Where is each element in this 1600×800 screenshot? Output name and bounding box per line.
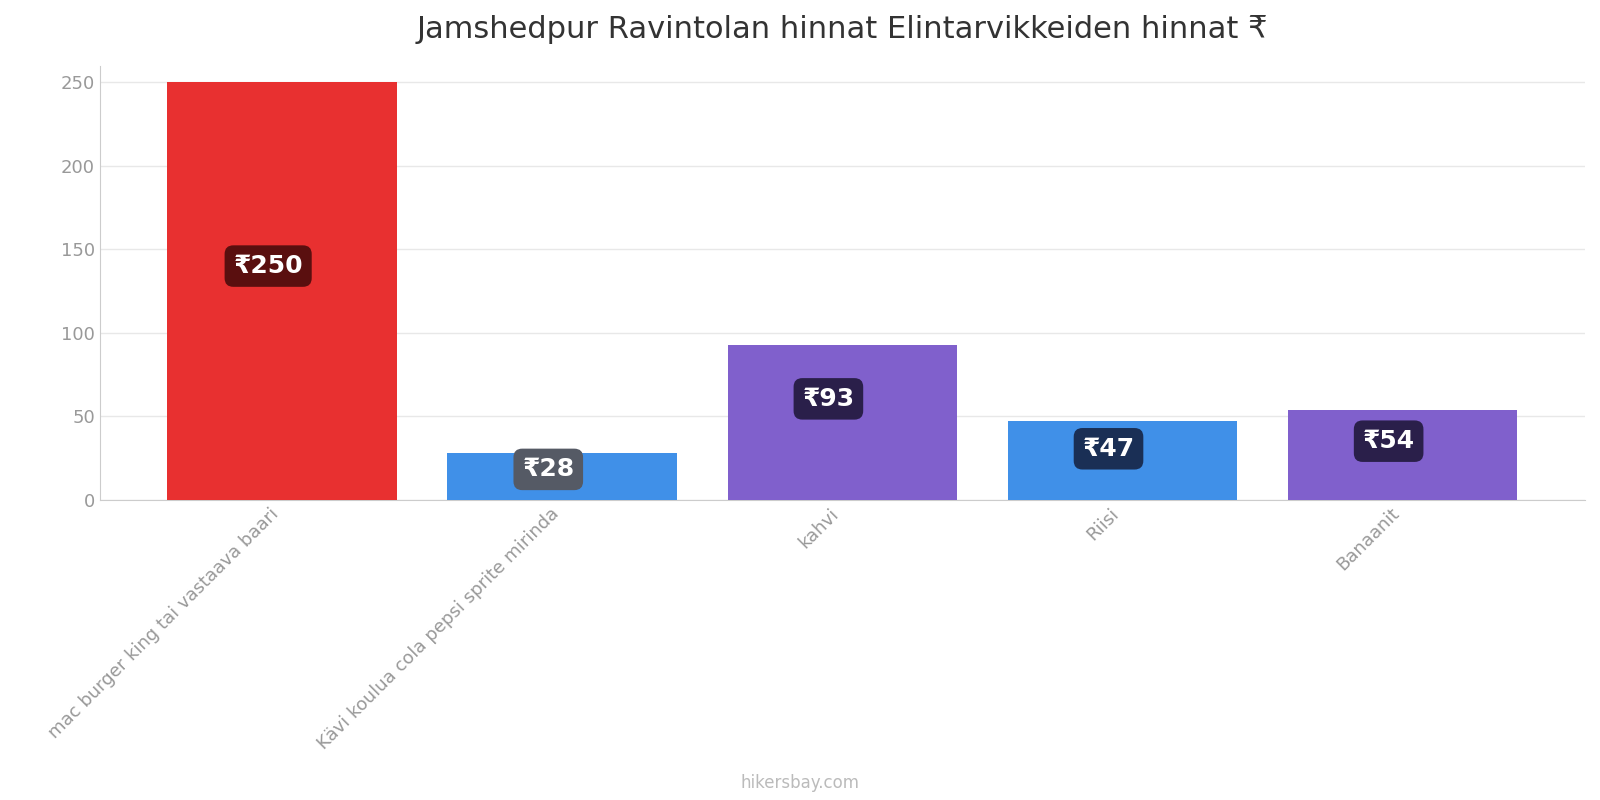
Bar: [1008, 422, 1237, 500]
Text: ₹47: ₹47: [1083, 437, 1134, 461]
Bar: [168, 82, 397, 500]
Bar: [448, 453, 677, 500]
Text: hikersbay.com: hikersbay.com: [741, 774, 859, 792]
Text: ₹93: ₹93: [802, 387, 854, 411]
Bar: [728, 345, 957, 500]
Bar: [1288, 410, 1517, 500]
Text: ₹250: ₹250: [234, 254, 302, 278]
Title: Jamshedpur Ravintolan hinnat Elintarvikkeiden hinnat ₹: Jamshedpur Ravintolan hinnat Elintarvikk…: [416, 15, 1269, 44]
Text: ₹28: ₹28: [522, 458, 574, 482]
Text: ₹54: ₹54: [1363, 429, 1414, 453]
